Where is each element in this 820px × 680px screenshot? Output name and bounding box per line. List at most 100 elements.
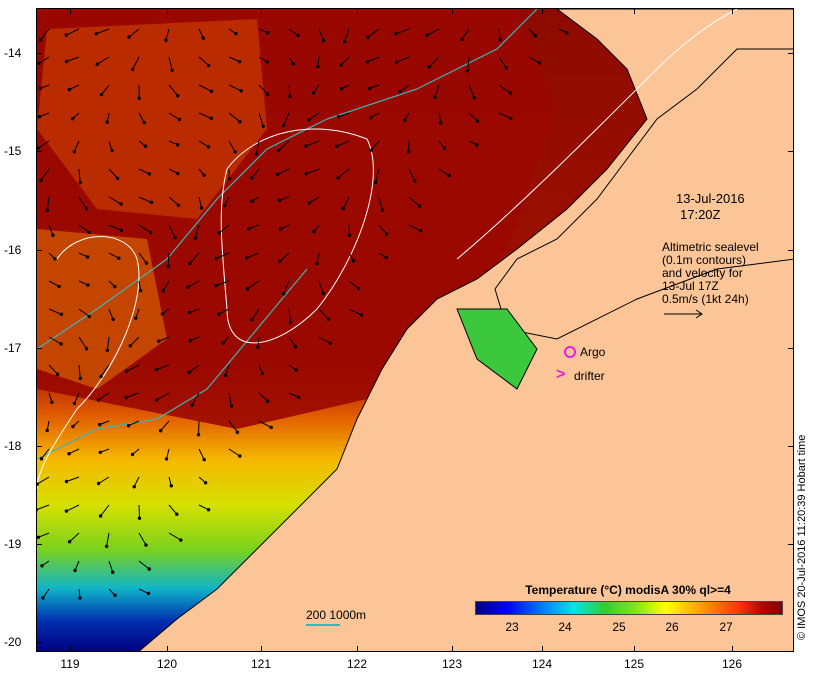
velocity-arrow-head (335, 144, 339, 149)
velocity-arrow-head (64, 59, 69, 64)
axis-tick (542, 8, 543, 14)
velocity-arrow-head (233, 150, 237, 154)
velocity-arrow-head (186, 285, 190, 289)
velocity-arrow-head (64, 479, 69, 484)
velocity-arrow-head (127, 35, 131, 39)
velocity-arrow-head (105, 120, 109, 124)
lat-label: -14 (4, 46, 22, 60)
velocity-arrow-head (137, 96, 141, 101)
velocity-arrow-head (321, 38, 326, 43)
velocity-arrow (318, 280, 324, 294)
velocity-arrow (288, 308, 291, 323)
velocity-arrow-head (398, 90, 402, 94)
velocity-arrow-head (188, 261, 192, 266)
velocity-arrow-head (269, 425, 273, 430)
velocity-arrow-head (237, 59, 242, 64)
velocity-arrow (340, 56, 350, 66)
velocity-arrow-head (176, 94, 180, 98)
velocity-arrow (498, 112, 512, 119)
sealevel-contour-b (37, 236, 140, 490)
velocity-arrow-head (84, 347, 89, 351)
velocity-arrow-head (384, 255, 389, 260)
velocity-arrow-head (223, 373, 228, 377)
velocity-arrow-head (447, 173, 451, 178)
velocity-arrow-head (158, 429, 163, 433)
velocity-arrow-head (126, 424, 131, 428)
velocity-arrow-head (148, 231, 153, 235)
velocity-arrow-head (128, 344, 133, 348)
velocity-arrow-head (51, 233, 55, 237)
velocity-arrow-head (356, 286, 361, 291)
axis-tick (357, 8, 358, 14)
velocity-arrow-head (111, 317, 115, 322)
velocity-arrow (218, 308, 230, 315)
timestamp-time: 17:20Z (680, 207, 721, 222)
velocity-arrow-head (282, 292, 286, 296)
velocity-arrow-head (266, 31, 270, 35)
velocity-arrow (126, 392, 140, 399)
velocity-arrow-head (214, 283, 218, 288)
velocity-arrow-head (39, 178, 43, 183)
velocity-arrow (279, 252, 290, 262)
velocity-arrow-head (39, 457, 44, 461)
velocity-arrow (168, 224, 176, 238)
velocity-arrow (216, 280, 230, 287)
velocity-arrow (367, 56, 380, 63)
velocity-arrow-head (244, 256, 249, 260)
velocity-arrow (336, 140, 350, 147)
velocity-arrow (228, 84, 242, 92)
lon-label: 123 (441, 657, 463, 671)
sealevel-contour-a (220, 128, 374, 344)
velocity-arrow (367, 28, 380, 38)
velocity-arrow-head (250, 318, 254, 322)
velocity-arrow (66, 504, 80, 512)
velocity-arrow (78, 336, 87, 349)
velocity-arrow-head (260, 371, 265, 376)
velocity-arrow-head (190, 403, 194, 407)
velocity-arrow (316, 252, 320, 264)
velocity-arrow-head (475, 119, 480, 123)
velocity-arrow (225, 364, 230, 376)
velocity-arrow (138, 168, 150, 175)
velocity-arrow (46, 196, 50, 211)
velocity-arrow-head (261, 124, 265, 129)
velocity-arrow-head (217, 312, 221, 316)
velocity-arrow-head (110, 148, 114, 153)
velocity-arrow (288, 392, 299, 398)
argo-label: Argo (580, 345, 606, 359)
velocity-arrow (40, 28, 50, 41)
velocity-arrow-head (368, 86, 372, 91)
velocity-arrow-head (234, 31, 238, 36)
velocity-arrow (42, 588, 50, 599)
velocity-arrow (426, 28, 440, 36)
velocity-arrow (344, 28, 350, 42)
velocity-arrow (101, 84, 110, 95)
velocity-arrow-head (347, 233, 352, 237)
velocity-arrow (106, 532, 110, 547)
velocity-arrow (306, 168, 320, 175)
axis-tick (261, 8, 262, 14)
velocity-arrow (438, 168, 450, 177)
velocity-arrow (246, 252, 260, 259)
velocity-arrow (408, 224, 421, 232)
axis-tick (452, 8, 453, 14)
velocity-arrow-head (119, 202, 123, 206)
velocity-arrow-head (504, 66, 508, 70)
velocity-arrow-head (339, 63, 343, 67)
axis-tick (788, 446, 794, 447)
velocity-arrow-head (537, 61, 542, 65)
velocity-arrows (37, 28, 569, 600)
isobath-1000m (37, 268, 308, 460)
velocity-arrow-head (111, 570, 115, 574)
velocity-arrow (399, 84, 410, 93)
lat-label: -16 (4, 243, 22, 257)
velocity-arrow (337, 168, 350, 179)
velocity-arrow-head (265, 92, 270, 96)
velocity-arrow-head (328, 341, 332, 345)
velocity-arrow-head (137, 516, 142, 520)
velocity-arrow-head (509, 116, 513, 121)
velocity-arrow (248, 224, 260, 230)
velocity-arrow-head (384, 232, 389, 236)
velocity-arrow (468, 112, 478, 122)
velocity-arrow-head (265, 60, 270, 64)
